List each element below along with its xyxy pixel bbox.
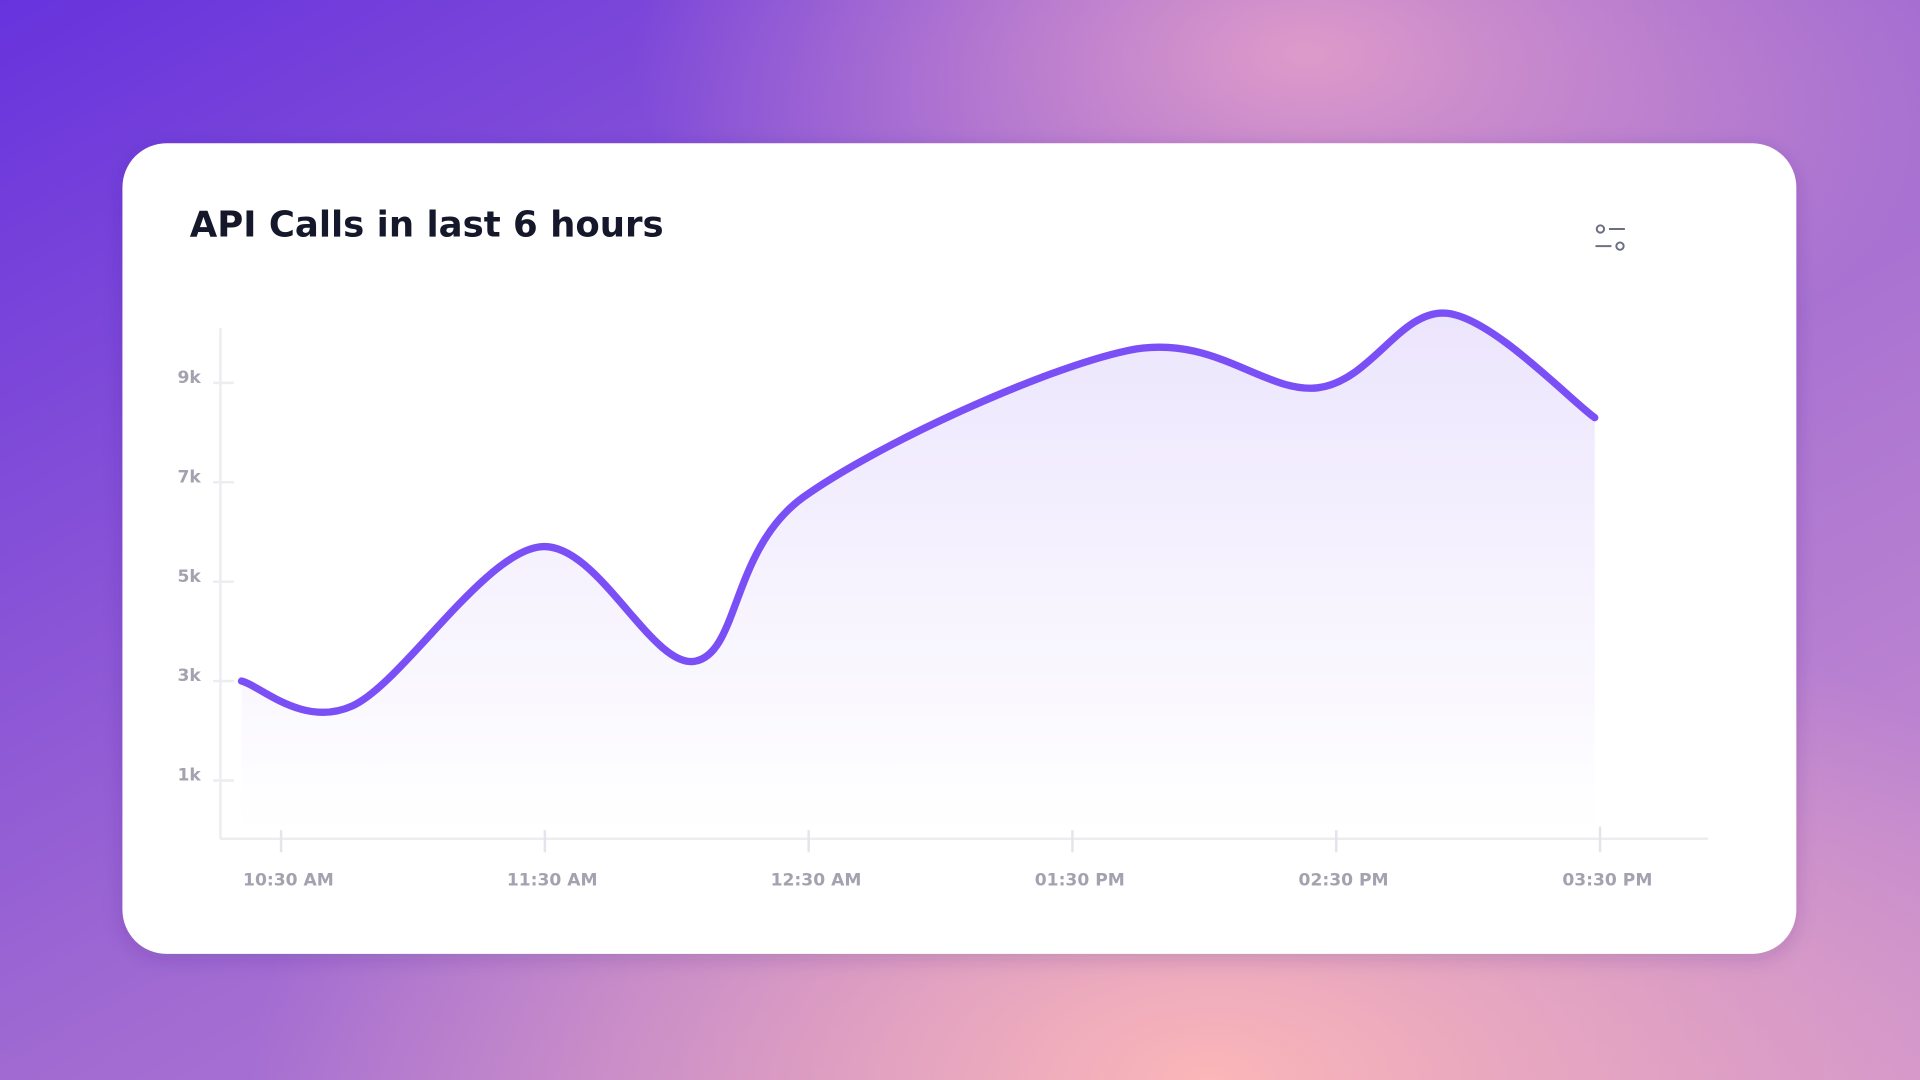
- filter-icon: [1615, 241, 1625, 251]
- y-tick-label: 3k: [178, 666, 202, 686]
- y-tick-label: 5k: [178, 567, 202, 587]
- x-tick-label: 10:30 AM: [243, 870, 334, 890]
- x-tick-label: 11:30 AM: [507, 870, 598, 890]
- y-tick-label: 1k: [178, 766, 202, 786]
- chart-title: API Calls in last 6 hours: [190, 205, 664, 246]
- x-tick-label: 02:30 PM: [1299, 870, 1389, 890]
- line: [237, 309, 1599, 716]
- x-tick-label: 03:30 PM: [1562, 870, 1652, 890]
- y-tick-label: 7k: [178, 467, 202, 487]
- x-tick-label: 12:30 AM: [771, 870, 862, 890]
- x-tick-label: 01:30 PM: [1035, 870, 1125, 890]
- filter-icon: [1595, 224, 1606, 234]
- y-tick-label: 9k: [178, 368, 202, 388]
- filter-button-hitbox[interactable]: [1586, 215, 1632, 260]
- area-fill: [241, 313, 1595, 831]
- plot: 1k 3k 5k 7k 9k 10:30 AM 11:30 AM 12:30 AM 01:30 …: [178, 309, 1652, 890]
- filter-button[interactable]: [1586, 215, 1632, 260]
